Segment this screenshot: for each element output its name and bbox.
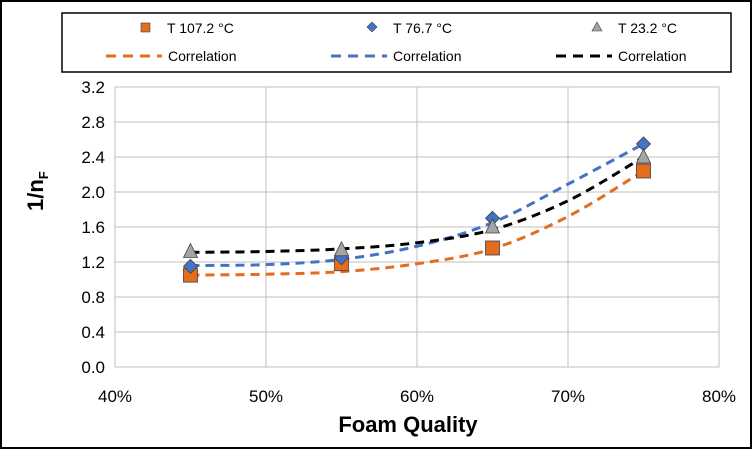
plot-area [114, 86, 720, 368]
y-tick-label: 2.4 [81, 148, 105, 167]
y-tick-label: 0.0 [81, 358, 105, 377]
x-axis-ticks: 40% 50% 60% 70% 80% [98, 387, 736, 406]
legend-marker-diamond [366, 21, 378, 33]
data-point-diamond [182, 258, 199, 274]
gridlines [115, 87, 719, 367]
y-axis-title-main: 1/n [23, 179, 48, 211]
x-tick-label: 50% [249, 387, 283, 406]
legend-label-series-2: T 76.7 °C [393, 20, 452, 36]
y-tick-label: 0.8 [81, 288, 105, 307]
correlation-line-1 [190, 169, 645, 277]
data-point-square [485, 240, 500, 256]
legend: T 107.2 °C T 76.7 °C T 23.2 °C Correlati… [106, 20, 686, 64]
legend-marker-triangle [591, 21, 603, 32]
y-tick-label: 2.8 [81, 113, 105, 132]
correlation-line-3 [190, 155, 645, 254]
x-tick-label: 80% [702, 387, 736, 406]
x-axis-title: Foam Quality [338, 412, 478, 437]
x-tick-label: 40% [98, 387, 132, 406]
correlation-lines [190, 142, 645, 277]
y-tick-label: 1.6 [81, 218, 105, 237]
data-point-triangle [333, 240, 350, 257]
legend-label-series-1: T 107.2 °C [167, 20, 234, 36]
correlation-line-2 [190, 142, 645, 267]
legend-label-series-3: T 23.2 °C [618, 20, 677, 36]
data-point-triangle [484, 218, 501, 234]
legend-label-correlation-3: Correlation [618, 48, 686, 64]
y-axis-ticks: 0.0 0.4 0.8 1.2 1.6 2.0 2.4 2.8 3.2 [81, 78, 105, 377]
data-point-square [636, 163, 651, 179]
data-markers [182, 136, 652, 283]
legend-marker-square [140, 22, 151, 33]
x-tick-label: 60% [400, 387, 434, 406]
y-tick-label: 3.2 [81, 78, 105, 97]
x-tick-label: 70% [551, 387, 585, 406]
y-axis-title: 1/nF [23, 171, 51, 211]
y-tick-label: 2.0 [81, 183, 105, 202]
data-point-triangle [182, 242, 199, 258]
y-tick-label: 1.2 [81, 253, 105, 272]
y-axis-title-subscript: F [36, 171, 51, 179]
data-point-triangle [635, 148, 652, 164]
y-tick-label: 0.4 [81, 323, 105, 342]
legend-label-correlation-2: Correlation [393, 48, 461, 64]
legend-box [61, 12, 732, 73]
legend-label-correlation-1: Correlation [168, 48, 236, 64]
